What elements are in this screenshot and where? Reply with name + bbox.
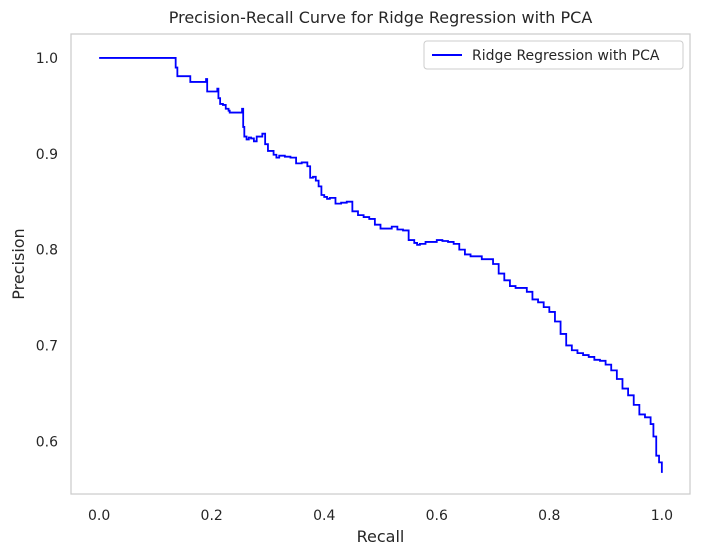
y-axis-title: Precision (9, 228, 28, 299)
x-tick-label: 0.0 (88, 508, 110, 524)
y-axis-ticks: 0.6 0.7 0.8 0.9 1.0 (36, 51, 58, 450)
x-axis-title: Recall (357, 527, 405, 546)
y-tick-label: 1.0 (36, 51, 58, 67)
legend: Ridge Regression with PCA (423, 40, 684, 70)
x-tick-label: 0.6 (426, 508, 448, 524)
x-tick-label: 0.8 (538, 508, 560, 524)
series-line-ridge-regression-with-pca (99, 57, 663, 473)
x-tick-label: 1.0 (651, 508, 673, 524)
y-tick-label: 0.6 (36, 434, 58, 450)
y-tick-label: 0.9 (36, 147, 58, 163)
x-tick-label: 0.2 (201, 508, 223, 524)
x-axis-ticks: 0.0 0.2 0.4 0.6 0.8 1.0 (88, 508, 673, 524)
series-layer (99, 57, 663, 473)
y-tick-label: 0.8 (36, 243, 58, 259)
legend-label-ridge-regression-with-pca: Ridge Regression with PCA (472, 48, 660, 64)
plot-area-frame (70, 33, 691, 495)
legend-box (423, 40, 684, 70)
chart-title: Precision-Recall Curve for Ridge Regress… (169, 8, 593, 27)
x-tick-label: 0.4 (313, 508, 335, 524)
y-tick-label: 0.7 (36, 338, 58, 354)
